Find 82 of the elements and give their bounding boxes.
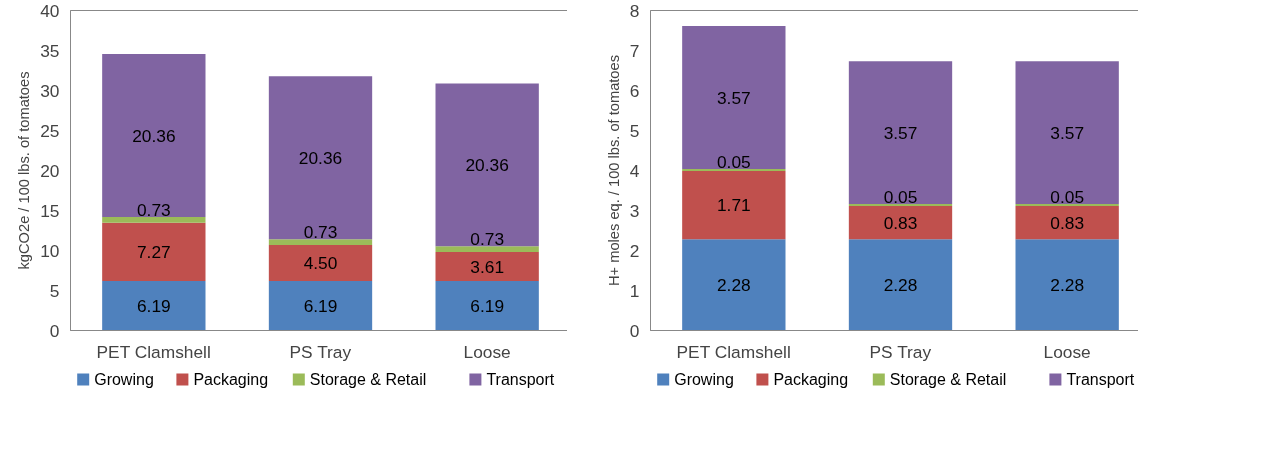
y-tick-label: 5: [49, 280, 60, 301]
data-label: 0.83: [883, 212, 918, 233]
bar: [682, 26, 786, 169]
bar: [1015, 204, 1119, 207]
bar: [848, 61, 953, 205]
y-tick-label: 25: [40, 120, 60, 141]
legend-label: Storage & Retail: [889, 371, 1007, 388]
y-tick-label: 6: [629, 80, 640, 101]
legend-label: Transport: [486, 371, 555, 388]
y-tick-label: 40: [40, 0, 60, 21]
y-tick-label: 0: [629, 320, 640, 341]
x-tick-label: Loose: [1043, 341, 1091, 362]
bar: [1015, 206, 1119, 240]
data-label: 3.57: [1050, 122, 1085, 143]
bar: [268, 280, 373, 331]
data-label: 7.27: [136, 241, 171, 262]
y-axis-title: kgCO2e / 100 lbs. of tomatoes: [16, 71, 33, 270]
y-tick-label: 1: [629, 280, 640, 301]
legend-label: Packaging: [773, 371, 849, 388]
data-label: 3.61: [470, 256, 505, 277]
bar: [435, 252, 539, 281]
data-label: 3.57: [883, 122, 918, 143]
bar: [102, 216, 206, 223]
bar: [268, 76, 373, 240]
bar: [102, 222, 206, 281]
x-tick-label: PET Clamshell: [96, 341, 211, 362]
data-label: 6.19: [303, 295, 338, 316]
bar: [682, 170, 786, 240]
bar: [848, 206, 953, 240]
bar: [1015, 61, 1119, 205]
y-tick-label: 5: [629, 120, 640, 141]
data-label: 0.83: [1050, 212, 1085, 233]
data-label: 0.05: [716, 151, 751, 172]
data-label: 20.36: [132, 125, 176, 146]
x-tick-label: Loose: [463, 341, 511, 362]
y-axis-title: H+ moles eq. / 100 lbs. of tomatoes: [605, 55, 622, 286]
data-label: 2.28: [1050, 274, 1085, 295]
bar: [268, 239, 373, 245]
y-tick-label: 7: [629, 40, 640, 61]
data-label: 6.19: [470, 295, 505, 316]
y-tick-label: 8: [629, 0, 640, 21]
y-tick-label: 0: [49, 320, 60, 341]
data-label: 0.73: [303, 222, 338, 243]
bar: [435, 83, 539, 247]
bar: [848, 239, 953, 331]
x-tick-label: PET Clamshell: [676, 341, 791, 362]
y-tick-label: 10: [40, 240, 60, 261]
bar: [682, 239, 786, 331]
bar: [435, 280, 539, 331]
bar: [1015, 239, 1119, 331]
y-tick-label: 35: [40, 40, 60, 61]
data-label: 1.71: [716, 195, 751, 216]
data-label: 20.36: [298, 147, 343, 168]
y-tick-label: 4: [629, 160, 640, 181]
data-label: 6.19: [136, 295, 171, 316]
y-tick-label: 3: [629, 200, 640, 221]
data-label: 3.57: [716, 87, 751, 108]
data-label: 20.36: [465, 154, 509, 175]
y-tick-label: 30: [40, 80, 60, 101]
bar: [848, 204, 953, 207]
bar: [102, 54, 206, 217]
legend-label: Packaging: [193, 371, 269, 388]
x-tick-label: PS Tray: [289, 341, 352, 362]
bar: [435, 246, 539, 253]
data-label: 2.28: [716, 274, 751, 295]
data-label: 2.28: [883, 274, 918, 295]
bar: [102, 280, 206, 331]
y-tick-label: 20: [40, 160, 60, 181]
bar: [268, 244, 373, 281]
data-label: 0.73: [136, 199, 171, 220]
data-label: 0.05: [883, 187, 918, 208]
bar: [682, 168, 786, 171]
legend-label: Growing: [94, 371, 154, 388]
data-label: 0.05: [1050, 187, 1085, 208]
x-tick-label: PS Tray: [869, 341, 932, 362]
legend-label: Storage & Retail: [309, 371, 427, 388]
y-tick-label: 2: [629, 240, 640, 261]
legend-label: Transport: [1066, 371, 1135, 388]
data-label: 0.73: [470, 229, 505, 250]
legend-label: Growing: [674, 371, 734, 388]
y-tick-label: 15: [40, 200, 60, 221]
data-label: 4.50: [303, 252, 338, 273]
